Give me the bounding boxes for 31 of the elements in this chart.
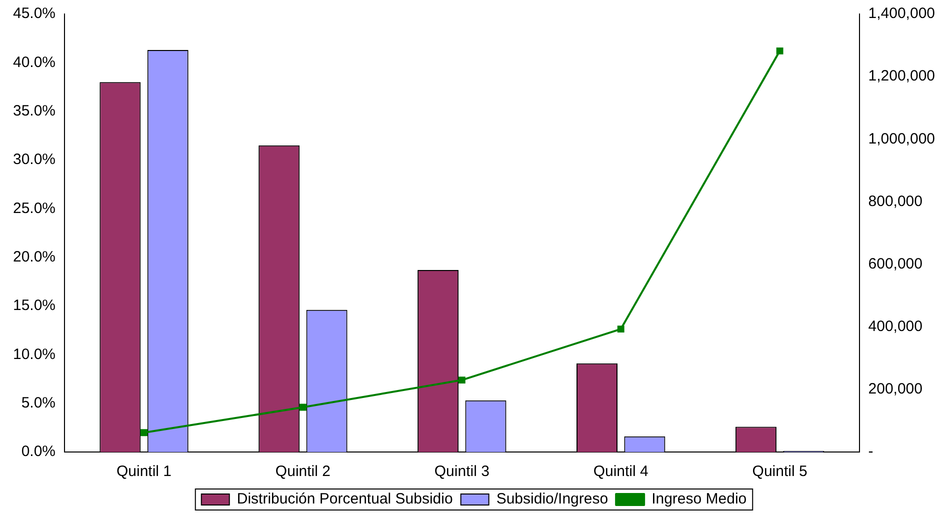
y-tick-label: 0.0% — [21, 443, 56, 460]
y-tick-label: 15.0% — [12, 297, 56, 314]
y-tick-label: 40.0% — [12, 54, 56, 71]
y-tick-label: 5.0% — [21, 394, 56, 412]
legend-label: Subsidio/Ingreso — [496, 490, 608, 508]
y-tick-label: 45.0% — [12, 5, 56, 22]
y2-tick-label: - — [868, 443, 874, 460]
point — [299, 404, 306, 411]
y2-tick-label: 800,000 — [868, 192, 923, 210]
x-tick-label: Quintil 1 — [116, 463, 172, 480]
y-tick-label: 20.0% — [12, 248, 56, 266]
y2-tick-label: 1,200,000 — [868, 68, 936, 85]
y2-tick-label: 1,400,000 — [868, 5, 936, 22]
y-tick-label: 35.0% — [12, 102, 56, 120]
point — [458, 376, 466, 384]
point — [140, 429, 148, 436]
point — [776, 47, 784, 54]
x-tick-label: Quintil 5 — [752, 463, 808, 480]
x-tick-label: Quintil 4 — [593, 463, 648, 480]
y2-tick-label: 1,000,000 — [868, 130, 936, 148]
point — [617, 326, 624, 333]
y-tick-label: 10.0% — [12, 346, 56, 363]
x-tick-label: Quintil 3 — [434, 463, 490, 480]
y2-tick-label: 400,000 — [868, 318, 923, 335]
legend-label: Ingreso Medio — [652, 490, 747, 508]
x-tick-label: Quintil 2 — [275, 463, 330, 480]
y-tick-label: 30.0% — [12, 151, 56, 168]
legend-label: Distribución Porcentual Subsidio — [236, 490, 453, 508]
y2-tick-label: 600,000 — [868, 255, 923, 272]
y-tick-label: 25.0% — [12, 200, 56, 217]
y2-tick-label: 200,000 — [868, 380, 923, 398]
